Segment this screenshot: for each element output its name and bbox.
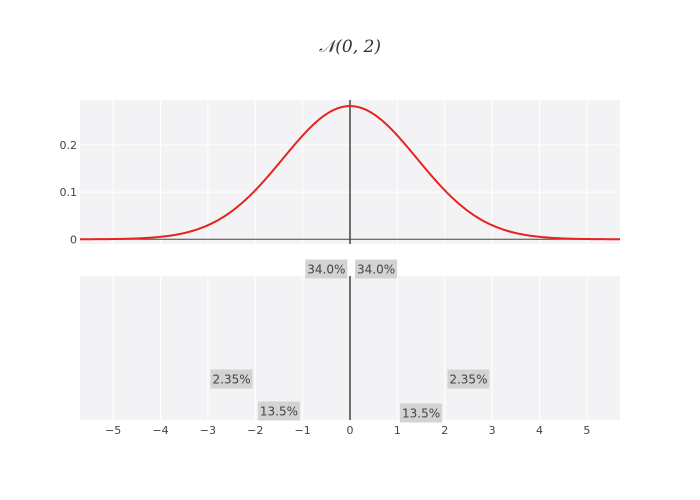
percentage-annotation: 34.0% [305,259,348,279]
x-tick-label: −1 [295,424,311,437]
annotation-label: 13.5% [402,407,440,421]
annotation-label: 34.0% [307,263,345,277]
annotation-box [305,259,348,279]
x-tick-label: 1 [394,424,401,437]
normal-density-curve [80,105,620,241]
x-tick-label: 3 [489,424,496,437]
annotation-box [355,259,398,279]
x-tick-label: 2 [441,424,448,437]
percentage-annotation: 13.5% [400,403,443,423]
x-tick-label: 5 [583,424,590,437]
annotation-box [257,401,300,421]
y-axis-ticks: 0 0.1 0.2 [60,139,78,246]
percentage-annotation: 2.35% [210,369,253,389]
x-tick-label: −4 [152,424,168,437]
y-tick-label: 0.1 [60,186,78,199]
x-tick-label: 0 [347,424,354,437]
axis-lines [80,100,620,420]
annotation-label: 13.5% [260,405,298,419]
percentage-annotation: 34.0% [355,259,398,279]
chart-title: 𝒩(0, 2) [319,37,381,57]
percentage-annotation: 13.5% [257,401,300,421]
annotation-box [210,369,253,389]
annotation-box [447,369,490,389]
x-axis-ticks: −5 −4 −3 −2 −1 0 1 2 3 4 5 [105,424,590,437]
x-tick-label: −2 [247,424,263,437]
annotation-label: 2.35% [213,373,251,387]
y-tick-label: 0.2 [60,139,78,152]
percentage-annotation: 2.35% [447,369,490,389]
y-tick-label: 0 [70,233,77,246]
x-tick-label: −5 [105,424,121,437]
x-tick-label: 4 [536,424,543,437]
percentage-annotations: 34.0% 34.0% 2.35% 2.35% 13.5% 13.5% [210,259,490,423]
annotation-label: 2.35% [449,373,487,387]
annotation-box [400,403,443,423]
x-tick-label: −3 [200,424,216,437]
annotation-label: 34.0% [357,263,395,277]
